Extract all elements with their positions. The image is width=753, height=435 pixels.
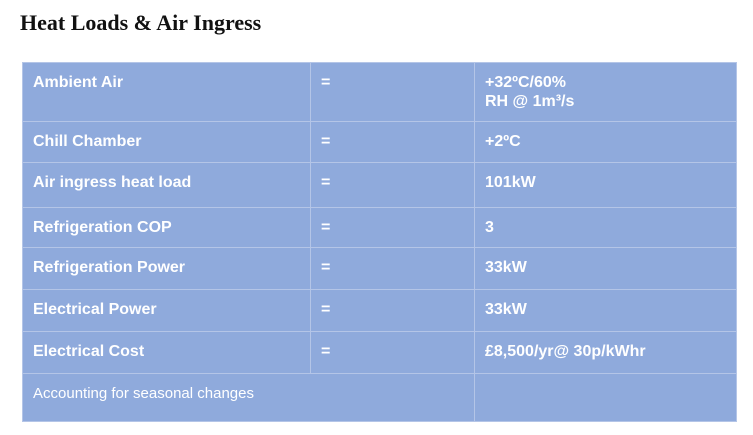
row-label: Electrical Cost [22, 331, 311, 374]
row-value: 3 [474, 207, 737, 248]
row-label: Electrical Power [22, 289, 311, 332]
table-row: Refrigeration Power = 33kW [22, 247, 737, 290]
row-operator: = [310, 331, 475, 374]
table-row: Refrigeration COP = 3 [22, 207, 737, 248]
row-value: 33kW [474, 247, 737, 290]
row-operator: = [310, 121, 475, 163]
empty-cell [474, 373, 737, 422]
row-value: +2ºC [474, 121, 737, 163]
row-operator: = [310, 289, 475, 332]
row-label: Ambient Air [22, 62, 311, 122]
table-row: Electrical Cost = £8,500/yr@ 30p/kWhr [22, 331, 737, 374]
row-value-highlight: £8,500/yr@ 30p/kWhr [474, 331, 737, 374]
row-operator: = [310, 162, 475, 208]
row-value: 101kW [474, 162, 737, 208]
table-row: Chill Chamber = +2ºC [22, 121, 737, 163]
row-label: Refrigeration COP [22, 207, 311, 248]
row-value-line1: +32ºC/60% [485, 74, 567, 91]
row-operator: = [310, 247, 475, 290]
heat-load-table: Ambient Air = +32ºC/60% RH @ 1m³/s Chill… [22, 62, 737, 422]
table-footnote: Accounting for seasonal changes [22, 373, 475, 422]
row-operator: = [310, 62, 475, 122]
row-label: Refrigeration Power [22, 247, 311, 290]
row-value-line2: RH @ 1m³/s [485, 93, 575, 110]
row-label: Air ingress heat load [22, 162, 311, 208]
slide-title: Heat Loads & Air Ingress [20, 10, 262, 35]
row-operator: = [310, 207, 475, 248]
table-row: Electrical Power = 33kW [22, 289, 737, 332]
table-footnote-row: Accounting for seasonal changes [22, 373, 737, 422]
row-value: 33kW [474, 289, 737, 332]
table-row: Air ingress heat load = 101kW [22, 162, 737, 208]
row-label: Chill Chamber [22, 121, 311, 163]
table-row: Ambient Air = +32ºC/60% RH @ 1m³/s [22, 62, 737, 122]
row-value: +32ºC/60% RH @ 1m³/s [474, 62, 737, 122]
